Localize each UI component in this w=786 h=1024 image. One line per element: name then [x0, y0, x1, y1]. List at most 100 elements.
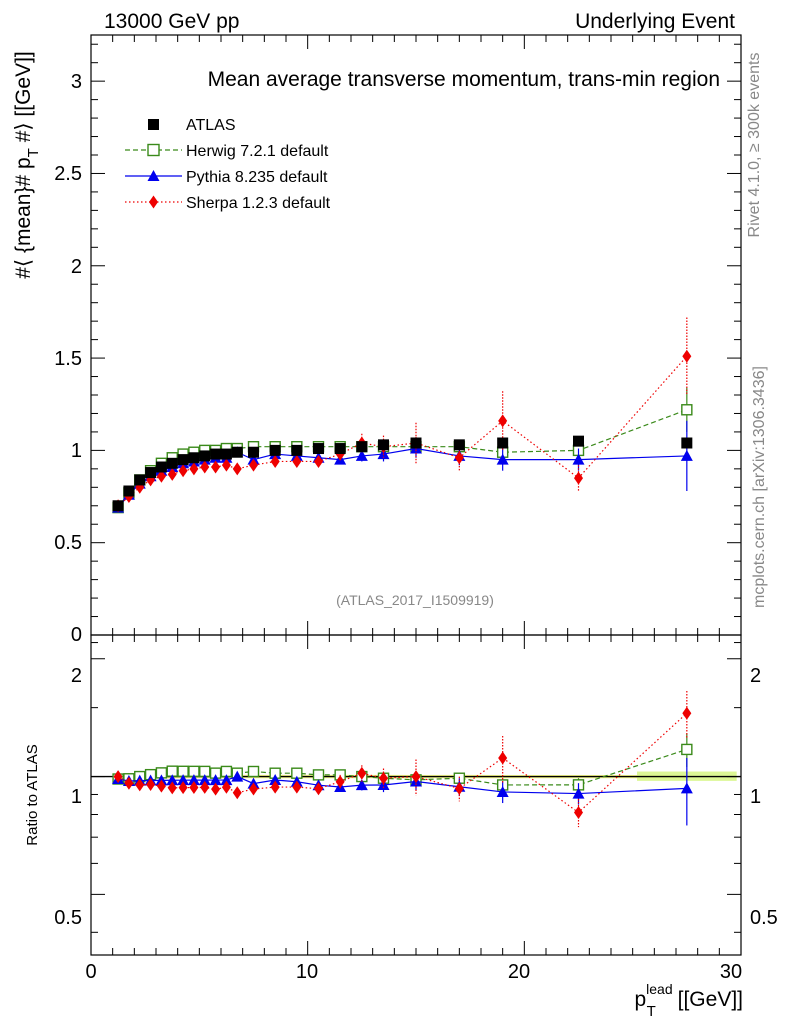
x-axis-label-sup: lead	[646, 981, 672, 997]
data-point-sherpa	[454, 451, 464, 465]
ratio-line-sherpa	[117, 712, 688, 814]
legend-marker-atlas	[148, 119, 159, 130]
y-axis-label-sub: T	[25, 148, 42, 157]
ratio-point-pythia	[572, 787, 585, 799]
ratio-point-sherpa	[498, 751, 508, 765]
data-point-sherpa	[178, 464, 188, 478]
x-axis-label-main: p	[634, 988, 646, 1011]
ratio-point-sherpa	[156, 779, 166, 793]
data-point-pythia	[496, 453, 509, 465]
ratio-point-sherpa	[113, 770, 123, 784]
ratio-point-sherpa	[411, 770, 421, 784]
ratio-point-sherpa	[357, 766, 367, 780]
data-point-sherpa	[156, 469, 166, 483]
data-point-atlas	[573, 435, 584, 447]
rivet-label: Rivet 4.1.0, ≥ 300k events	[746, 53, 763, 238]
data-point-sherpa	[292, 454, 302, 468]
ratio-point-sherpa	[200, 780, 210, 794]
data-point-atlas	[199, 450, 211, 462]
legend-marker-sherpa	[149, 195, 158, 209]
x-tick-label: 10	[296, 961, 318, 983]
data-point-sherpa	[314, 454, 323, 468]
ratio-point-pythia	[496, 785, 509, 797]
data-point-pythia	[572, 453, 585, 465]
ratio-y-tick-label: 2	[71, 665, 82, 687]
data-point-atlas	[313, 443, 324, 455]
data-point-atlas	[166, 457, 178, 469]
data-point-atlas	[123, 485, 135, 497]
ratio-point-pythia	[166, 774, 179, 786]
data-point-sherpa	[270, 454, 280, 468]
ratio-point-sherpa	[682, 706, 692, 720]
data-point-sherpa	[200, 460, 210, 474]
data-point-pythia	[680, 449, 693, 461]
ratio-point-sherpa	[189, 781, 199, 795]
mcplots-label: mcplots.cern.ch [arXiv:1306.3436]	[751, 366, 768, 608]
data-point-sherpa	[574, 471, 583, 485]
data-point-sherpa	[249, 458, 258, 472]
ratio-panel: 0.5 1 2 0.5 1 2 Ratio to ATLAS	[24, 634, 778, 956]
header-left: 13000 GeV pp	[104, 10, 239, 33]
data-point-atlas	[497, 437, 509, 449]
ratio-point-sherpa	[124, 776, 134, 790]
ratio-point-sherpa	[454, 782, 464, 796]
ratio-data	[112, 691, 693, 828]
ratio-point-sherpa	[221, 780, 231, 794]
ratio-point-sherpa	[314, 782, 323, 796]
y-tick-label: 1	[71, 440, 82, 462]
ratio-point-sherpa	[292, 780, 302, 794]
data-point-atlas	[248, 446, 259, 458]
data-point-atlas	[410, 437, 422, 449]
data-point-atlas	[681, 437, 693, 449]
y-tick-label: 2.5	[54, 163, 82, 185]
chart-title: Mean average transverse momentum, trans-…	[208, 68, 720, 91]
data-point-atlas	[356, 441, 368, 453]
header-right: Underlying Event	[575, 10, 735, 33]
y-axis-label-pre: #⟨ {mean}# p	[12, 157, 35, 278]
ratio-point-pythia	[231, 770, 244, 782]
data-point-pythia	[377, 448, 390, 460]
data-point-atlas	[177, 454, 189, 466]
data-point-atlas	[145, 467, 157, 479]
data-point-atlas	[220, 448, 232, 460]
legend-marker-pythia	[147, 170, 160, 181]
data-point-sherpa	[189, 462, 199, 476]
data-point-atlas	[188, 452, 200, 464]
ratio-axis-ticks	[90, 635, 742, 955]
ratio-point-herwig	[681, 743, 693, 756]
main-y-tick-labels: 0 0.5 1 1.5 2 2.5 3	[54, 71, 82, 646]
ratio-y-tick-label: 1	[71, 786, 82, 808]
legend-label-pythia: Pythia 8.235 default	[186, 169, 328, 186]
analysis-id: (ATLAS_2017_I1509919)	[336, 592, 494, 608]
ratio-point-pythia	[269, 773, 282, 785]
data-point-atlas	[269, 444, 281, 456]
data-point-sherpa	[221, 458, 231, 472]
main-data	[112, 317, 693, 514]
y-tick-label: 1.5	[54, 348, 82, 370]
ratio-point-sherpa	[270, 780, 280, 794]
y-tick-label: 2	[71, 256, 82, 278]
ratio-point-sherpa	[379, 771, 388, 785]
x-axis-label: plead T [[GeV]]	[634, 981, 743, 1020]
ratio-point-pythia	[198, 774, 211, 786]
ratio-y-tick-label-right: 0.5	[750, 907, 778, 929]
ratio-point-pythia	[209, 774, 222, 786]
legend: ATLAS Herwig 7.2.1 default Pythia 8.235 …	[125, 117, 331, 212]
ratio-point-pythia	[355, 779, 368, 791]
x-tick-label: 30	[720, 961, 742, 983]
data-point-atlas	[155, 461, 167, 473]
ratio-point-pythia	[220, 774, 233, 786]
ratio-point-pythia	[187, 774, 200, 786]
ratio-point-sherpa	[167, 781, 177, 795]
ratio-y-tick-label-right: 1	[750, 786, 761, 808]
y-tick-label: 0	[71, 624, 82, 646]
legend-label-sherpa: Sherpa 1.2.3 default	[186, 195, 331, 212]
series-line-sherpa	[117, 355, 688, 507]
ratio-point-sherpa	[178, 781, 188, 795]
data-point-sherpa	[232, 462, 242, 476]
x-tick-label: 20	[508, 961, 530, 983]
ratio-y-tick-label: 0.5	[54, 907, 82, 929]
ratio-point-sherpa	[146, 777, 156, 791]
ratio-point-pythia	[177, 774, 190, 786]
